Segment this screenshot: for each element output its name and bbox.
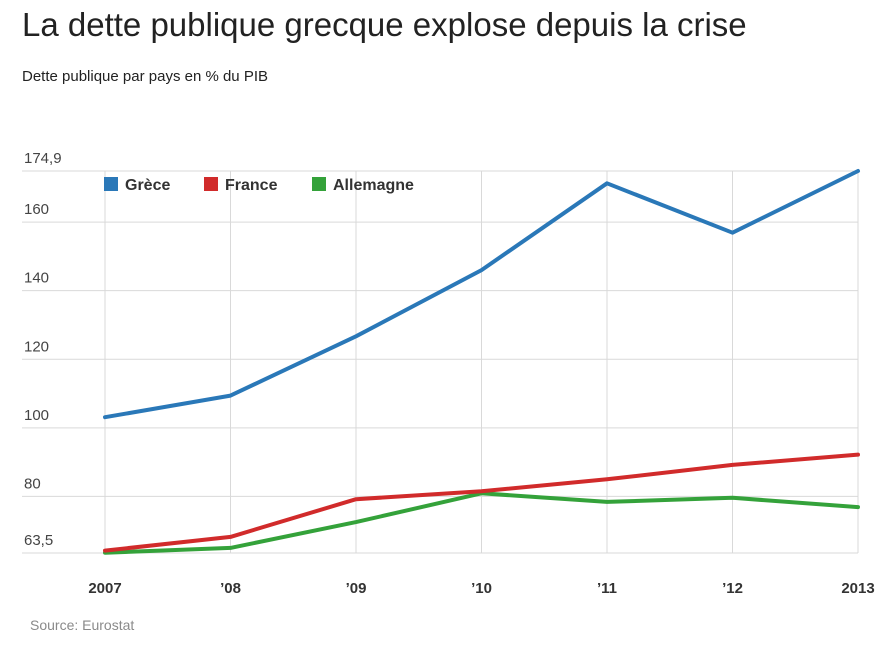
legend-swatch xyxy=(204,177,218,191)
legend-swatch xyxy=(104,177,118,191)
x-tick-label: ’08 xyxy=(220,580,241,597)
y-tick-label: 174,9 xyxy=(24,150,62,167)
x-tick-label: 2007 xyxy=(88,580,121,597)
series-line-grèce xyxy=(103,169,860,420)
x-tick-label: 2013 xyxy=(841,580,874,597)
legend-item: France xyxy=(204,177,278,194)
source-note: Source: Eurostat xyxy=(30,617,135,633)
y-tick-label: 160 xyxy=(24,201,49,218)
y-tick-label: 63,5 xyxy=(24,532,53,549)
y-tick-label: 140 xyxy=(24,270,49,287)
series-line-france xyxy=(103,452,860,553)
x-tick-label: ’11 xyxy=(597,580,617,597)
legend-label: Allemagne xyxy=(333,177,414,194)
x-tick-label: ’12 xyxy=(722,580,743,597)
legend-label: France xyxy=(225,177,278,194)
chart-title: La dette publique grecque explose depuis… xyxy=(22,6,747,43)
x-tick-label: ’09 xyxy=(346,580,367,597)
chart-subtitle: Dette publique par pays en % du PIB xyxy=(22,68,268,85)
y-tick-label: 120 xyxy=(24,338,49,355)
legend-label: Grèce xyxy=(125,177,170,194)
legend-item: Allemagne xyxy=(312,177,414,194)
y-tick-label: 100 xyxy=(24,407,49,424)
x-tick-label: ’10 xyxy=(471,580,492,597)
y-tick-label: 80 xyxy=(24,475,41,492)
legend-swatch xyxy=(312,177,326,191)
legend-item: Grèce xyxy=(104,177,170,194)
